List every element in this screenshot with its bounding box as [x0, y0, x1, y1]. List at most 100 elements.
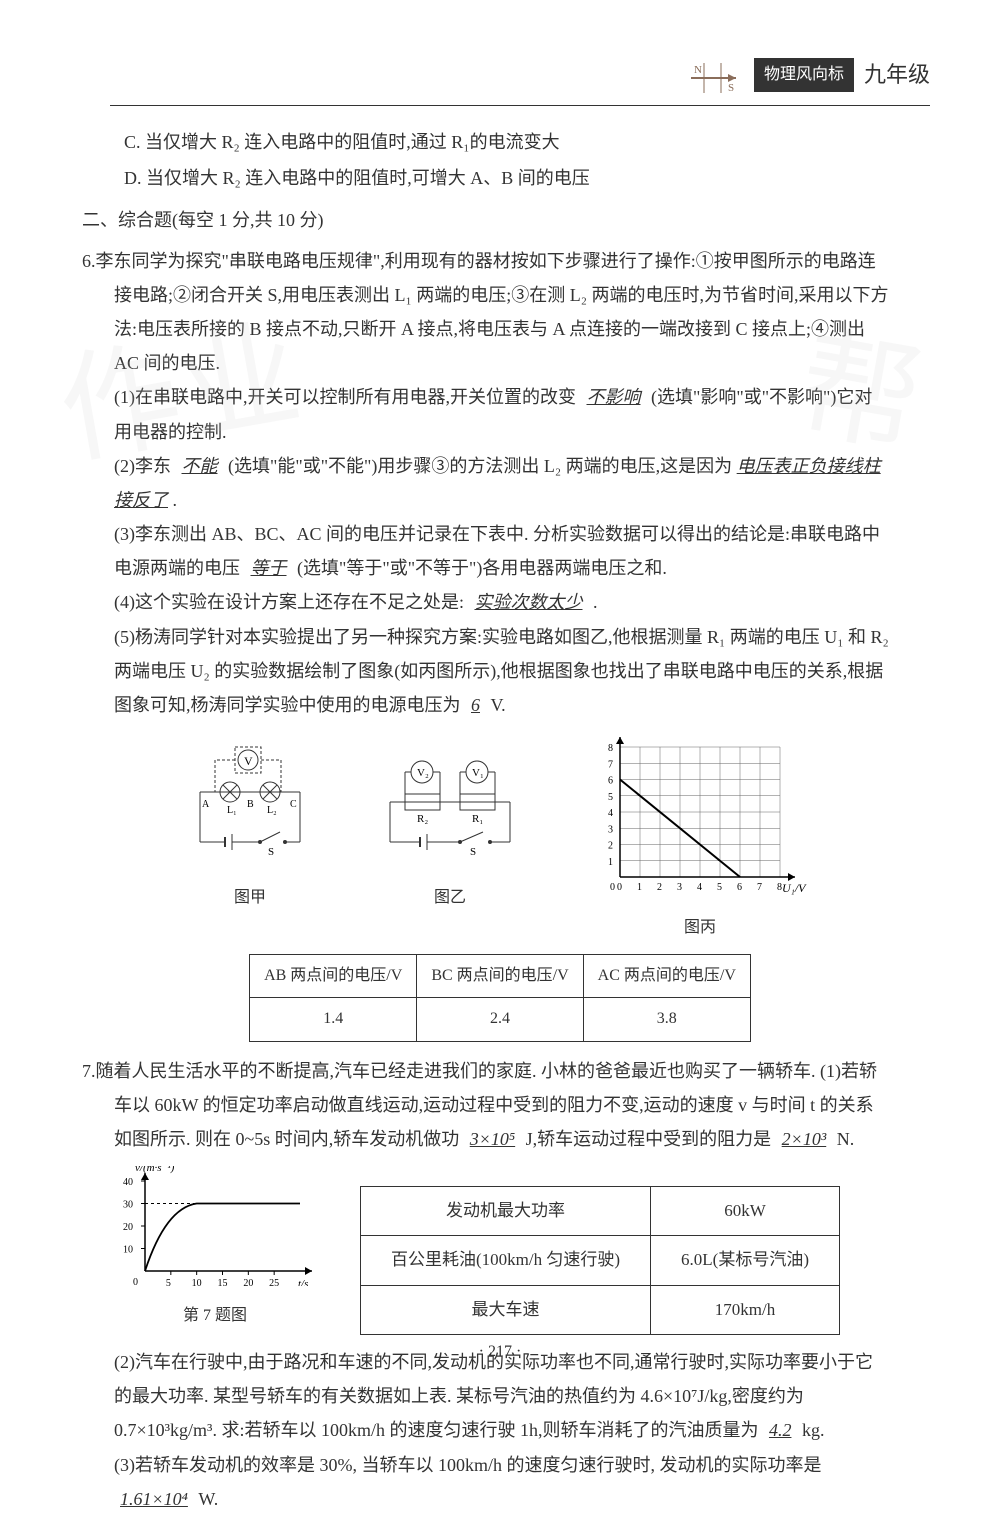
compass-icon: N S [684, 50, 744, 100]
q6-p5b: V. [491, 695, 506, 715]
svg-text:A: A [202, 799, 210, 810]
svg-text:4: 4 [608, 808, 613, 819]
q6-td3: 3.8 [583, 998, 750, 1041]
q6-p4-ans: 实验次数太少 [469, 592, 589, 612]
svg-text:S: S [268, 846, 274, 858]
svg-text:10: 10 [123, 1245, 133, 1256]
main-content: C. 当仅增大 R₂ 连入电路中的阻值时,通过 R₁的电流变大 D. 当仅增大 … [110, 125, 890, 1516]
svg-text:20: 20 [243, 1278, 253, 1286]
q7-p2b: kg. [802, 1420, 825, 1440]
page-number: · 217 · [479, 1337, 522, 1367]
option-d: D. 当仅增大 R₂ 连入电路中的阻值时,可增大 A、B 间的电压 [124, 161, 890, 195]
svg-text:t/s: t/s [298, 1278, 308, 1286]
svg-text:5: 5 [608, 792, 613, 803]
q6-table: AB 两点间的电压/V BC 两点间的电压/V AC 两点间的电压/V 1.4 … [249, 954, 751, 1042]
svg-text:S: S [470, 846, 476, 858]
svg-text:S: S [728, 82, 734, 94]
svg-text:C: C [290, 799, 297, 810]
svg-text:V: V [244, 754, 253, 768]
header-divider [110, 105, 930, 106]
q7-p2-ans: 4.2 [763, 1420, 798, 1440]
label-yi: 图乙 [375, 883, 525, 913]
diagram-jia: V A L₁ B L₂ C [185, 737, 315, 944]
svg-text:8: 8 [608, 743, 613, 754]
q7-row: 510152025102030400t/sv/(m·s⁻¹) 第 7 题图 发动… [110, 1166, 890, 1335]
q7-t-r2c2: 6.0L(某标号汽油) [651, 1236, 840, 1285]
q6-p5-ans: 6 [465, 695, 486, 715]
q6-intro-text: 李东同学为探究"串联电路电压规律",利用现有的器材按如下步骤进行了操作:①按甲图… [96, 251, 889, 374]
svg-text:1: 1 [637, 882, 642, 893]
q7-t-r2c1: 百公里耗油(100km/h 匀速行驶) [361, 1236, 651, 1285]
svg-text:40: 40 [123, 1177, 133, 1188]
q6-p3-ans: 等于 [245, 558, 293, 578]
q6-p2: (2)李东 不能 (选填"能"或"不能")用步骤③的方法测出 L₂ 两端的电压,… [114, 449, 890, 517]
label-jia: 图甲 [185, 883, 315, 913]
q7-intro: 7.随着人民生活水平的不断提高,汽车已经走进我们的家庭. 小林的爸爸最近也购买了… [114, 1054, 890, 1157]
svg-text:R₂: R₂ [417, 813, 428, 825]
q6-p4b: . [593, 592, 598, 612]
q7-num: 7. [82, 1061, 96, 1081]
q6-p1a: (1)在串联电路中,开关可以控制所有用电器,开关位置的改变 [114, 387, 576, 407]
svg-text:L₁: L₁ [227, 805, 237, 816]
svg-text:20: 20 [123, 1222, 133, 1233]
svg-text:v/(m·s⁻¹): v/(m·s⁻¹) [135, 1166, 175, 1174]
q6-p4a: (4)这个实验在设计方案上还存在不足之处是: [114, 592, 464, 612]
diagram-yi: R₂ R₁ V₂ V₁ S [375, 737, 525, 944]
svg-text:7: 7 [608, 759, 613, 770]
option-c: C. 当仅增大 R₂ 连入电路中的阻值时,通过 R₁的电流变大 [124, 125, 890, 159]
svg-text:5: 5 [166, 1278, 171, 1286]
svg-text:3: 3 [677, 882, 682, 893]
q6-num: 6. [82, 251, 96, 271]
q6-td1: 1.4 [250, 998, 417, 1041]
svg-text:V₂: V₂ [417, 767, 429, 779]
q6-td2: 2.4 [417, 998, 583, 1041]
svg-text:0: 0 [133, 1277, 138, 1286]
q6-p2b: (选填"能"或"不能")用步骤③的方法测出 L₂ 两端的电压,这是因为 [228, 456, 732, 476]
svg-text:3: 3 [608, 824, 613, 835]
q7-intro-c: N. [837, 1129, 855, 1149]
q6-intro: 6.李东同学为探究"串联电路电压规律",利用现有的器材按如下步骤进行了操作:①按… [114, 244, 890, 381]
q6-p5: (5)杨涛同学针对本实验提出了另一种探究方案:实验电路如图乙,他根据测量 R₁ … [114, 620, 890, 723]
page-header: N S 物理风向标 九年级 [684, 50, 930, 100]
svg-text:V₁: V₁ [472, 767, 484, 779]
svg-text:B: B [247, 799, 254, 810]
q6-p3b: (选填"等于"或"不等于")各用电器两端电压之和. [297, 558, 667, 578]
q7-graph: 510152025102030400t/sv/(m·s⁻¹) 第 7 题图 [110, 1166, 320, 1332]
svg-text:6: 6 [608, 776, 613, 787]
q6-p2a: (2)李东 [114, 456, 171, 476]
svg-text:2: 2 [657, 882, 662, 893]
svg-text:7: 7 [757, 882, 762, 893]
label-bing: 图丙 [585, 913, 815, 943]
q7-t-r1c1: 发动机最大功率 [361, 1187, 651, 1236]
svg-text:15: 15 [218, 1278, 228, 1286]
svg-text:30: 30 [123, 1200, 133, 1211]
svg-text:0: 0 [610, 882, 615, 893]
svg-text:N: N [694, 64, 702, 76]
q6-th1: AB 两点间的电压/V [250, 954, 417, 997]
q6-p2-ans1: 不能 [176, 456, 224, 476]
header-grade: 九年级 [864, 54, 930, 96]
q6-p1-ans: 不影响 [581, 387, 647, 407]
q6-th3: AC 两点间的电压/V [583, 954, 750, 997]
svg-text:4: 4 [697, 882, 702, 893]
svg-text:10: 10 [192, 1278, 202, 1286]
diagram-bing: 012345678123456780U₁/VU₂/V 图丙 [585, 737, 815, 944]
q6-p1: (1)在串联电路中,开关可以控制所有用电器,开关位置的改变 不影响 (选填"影响… [114, 380, 890, 448]
q7-table: 发动机最大功率 60kW 百公里耗油(100km/h 匀速行驶) 6.0L(某标… [360, 1186, 840, 1335]
q7-p3a: (3)若轿车发动机的效率是 30%, 当轿车以 100km/h 的速度匀速行驶时… [114, 1455, 821, 1475]
q6-p2c: . [173, 490, 178, 510]
svg-text:0: 0 [617, 882, 622, 893]
svg-text:U₁/V: U₁/V [782, 881, 807, 895]
q7-t-r1c2: 60kW [651, 1187, 840, 1236]
svg-text:5: 5 [717, 882, 722, 893]
q7-t-r3c2: 170km/h [651, 1285, 840, 1334]
q7-p3: (3)若轿车发动机的效率是 30%, 当轿车以 100km/h 的速度匀速行驶时… [114, 1448, 890, 1516]
q7-t-r3c1: 最大车速 [361, 1285, 651, 1334]
svg-text:L₂: L₂ [267, 805, 277, 816]
header-badge: 物理风向标 [754, 58, 854, 92]
svg-text:1: 1 [608, 857, 613, 868]
q7-ans2: 2×10³ [776, 1129, 833, 1149]
q7-intro-b: J,轿车运动过程中受到的阻力是 [526, 1129, 772, 1149]
q7-p3b: W. [198, 1489, 218, 1509]
section-2-title: 二、综合题(每空 1 分,共 10 分) [82, 203, 890, 237]
